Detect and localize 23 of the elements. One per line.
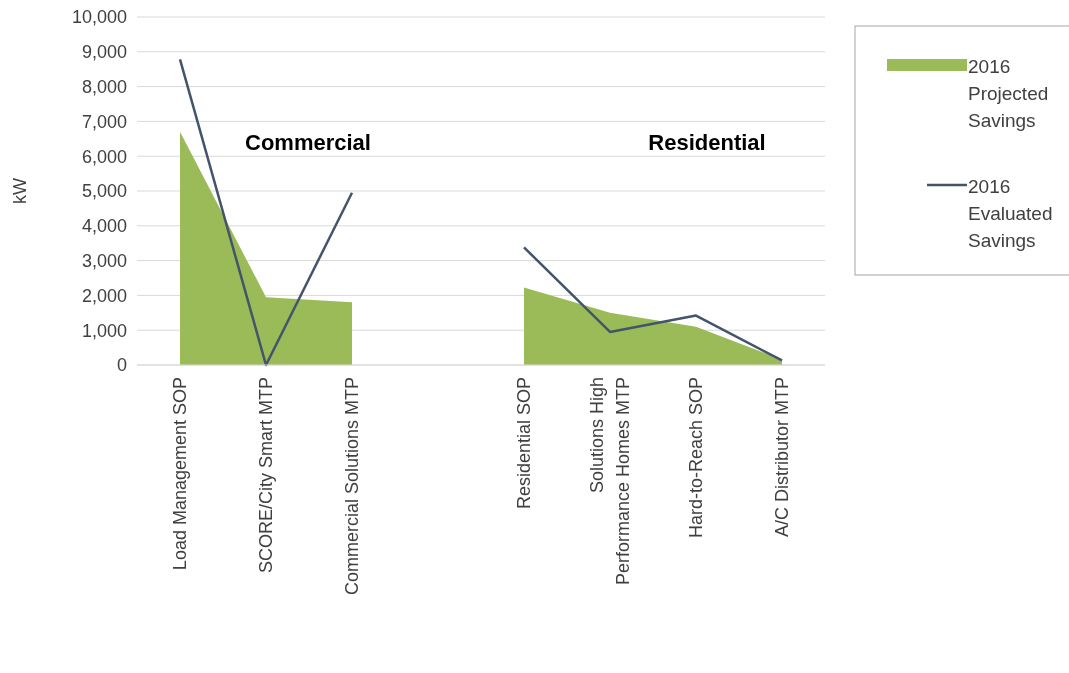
y-tick-label: 4,000: [81, 216, 127, 237]
x-tick-label: Residential SOP: [514, 377, 534, 510]
legend-label: 2016 Evaluated Savings: [968, 175, 1053, 251]
y-tick-label: 6,000: [81, 146, 127, 167]
annotation: Residential: [648, 130, 766, 155]
y-tick-label: 5,000: [81, 181, 127, 202]
y-tick-label: 3,000: [81, 250, 127, 271]
x-tick-label: A/C Distributor MTP: [772, 377, 792, 538]
y-tick-label: 9,000: [81, 42, 127, 63]
y-tick-label: 0: [116, 355, 127, 376]
y-tick-label: 8,000: [81, 76, 127, 97]
y-axis-title: kW: [10, 178, 30, 204]
x-tick-label: Load Management SOP: [170, 377, 190, 571]
y-tick-label: 1,000: [81, 320, 127, 341]
x-tick-label: SCORE/City Smart MTP: [256, 377, 276, 574]
x-tick-label: Commercial Solutions MTP: [342, 377, 362, 596]
y-tick-label: 10,000: [71, 7, 127, 28]
legend-label: 2016 Projected Savings: [968, 55, 1049, 131]
y-tick-label: 7,000: [81, 111, 127, 132]
annotation: Commercial: [245, 130, 371, 155]
x-tick-label: Solutions High Performance Homes MTP: [587, 377, 633, 586]
y-tick-label: 2,000: [81, 285, 127, 306]
x-tick-label: Hard-to-Reach SOP: [686, 377, 706, 539]
